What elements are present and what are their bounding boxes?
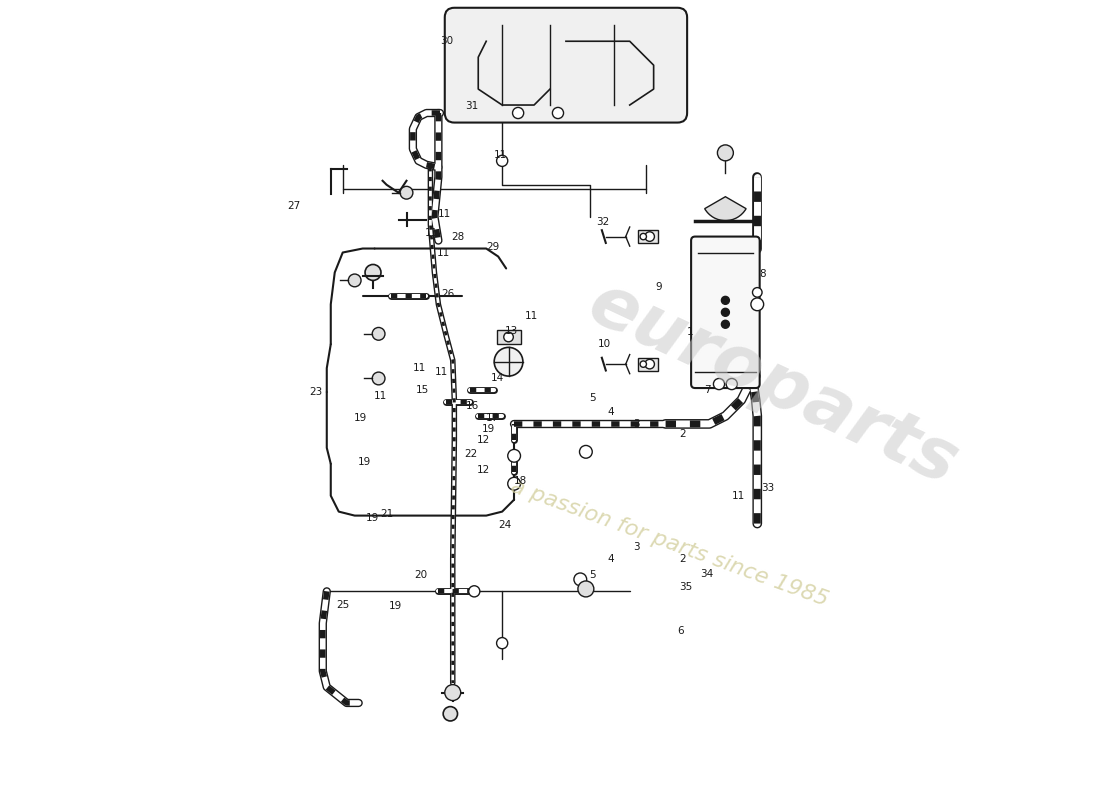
Text: 15: 15 xyxy=(416,386,429,395)
Circle shape xyxy=(640,234,647,240)
Text: 11: 11 xyxy=(414,363,427,373)
Text: 4: 4 xyxy=(607,407,614,417)
Circle shape xyxy=(443,706,458,721)
Text: 19: 19 xyxy=(358,457,371,467)
Text: 29: 29 xyxy=(486,242,499,252)
Text: europarts: europarts xyxy=(578,269,969,500)
Text: 17: 17 xyxy=(486,413,499,422)
Text: 22: 22 xyxy=(464,450,477,459)
Text: 10: 10 xyxy=(597,339,611,349)
Text: 28: 28 xyxy=(451,231,464,242)
Text: 11: 11 xyxy=(425,227,439,238)
Circle shape xyxy=(640,361,647,367)
Text: 9: 9 xyxy=(654,282,661,292)
Circle shape xyxy=(645,232,654,242)
Circle shape xyxy=(496,155,508,166)
FancyBboxPatch shape xyxy=(638,358,658,370)
Text: 1: 1 xyxy=(686,327,693,338)
Text: 25: 25 xyxy=(337,600,350,610)
Circle shape xyxy=(349,274,361,286)
Text: 5: 5 xyxy=(588,394,595,403)
Circle shape xyxy=(645,359,654,369)
Circle shape xyxy=(372,327,385,340)
Circle shape xyxy=(508,478,520,490)
Text: 33: 33 xyxy=(761,482,774,493)
Text: 3: 3 xyxy=(632,419,639,429)
Circle shape xyxy=(372,372,385,385)
Text: 23: 23 xyxy=(309,387,322,397)
Text: 34: 34 xyxy=(700,569,713,578)
Text: 11: 11 xyxy=(434,367,448,377)
Circle shape xyxy=(365,265,381,281)
Circle shape xyxy=(504,332,514,342)
Text: 19: 19 xyxy=(389,601,403,610)
Circle shape xyxy=(714,378,725,390)
FancyBboxPatch shape xyxy=(691,237,760,388)
FancyBboxPatch shape xyxy=(496,330,520,344)
Circle shape xyxy=(726,378,737,390)
Text: 11: 11 xyxy=(437,247,450,258)
Circle shape xyxy=(722,296,729,304)
Text: 32: 32 xyxy=(596,218,609,227)
Text: 2: 2 xyxy=(679,430,685,439)
FancyBboxPatch shape xyxy=(444,8,688,122)
Text: 14: 14 xyxy=(491,373,504,382)
Text: 11: 11 xyxy=(525,311,538,322)
Circle shape xyxy=(508,450,520,462)
Text: 19: 19 xyxy=(353,414,366,423)
Text: 16: 16 xyxy=(466,402,480,411)
Text: 21: 21 xyxy=(381,509,394,519)
Circle shape xyxy=(496,638,508,649)
Text: 12: 12 xyxy=(477,465,491,475)
Text: 30: 30 xyxy=(440,36,453,46)
Circle shape xyxy=(400,186,412,199)
Text: 3: 3 xyxy=(632,542,639,553)
Text: 27: 27 xyxy=(287,202,300,211)
Text: 31: 31 xyxy=(464,101,477,111)
Text: a passion for parts since 1985: a passion for parts since 1985 xyxy=(508,477,830,610)
Circle shape xyxy=(578,581,594,597)
Text: 19: 19 xyxy=(365,513,378,523)
Text: 20: 20 xyxy=(415,570,428,580)
Circle shape xyxy=(752,287,762,297)
Text: 5: 5 xyxy=(588,570,595,580)
Text: 11: 11 xyxy=(373,391,386,401)
Text: 11: 11 xyxy=(438,210,451,219)
Text: 6: 6 xyxy=(678,626,684,636)
Circle shape xyxy=(552,107,563,118)
Text: 11: 11 xyxy=(733,490,746,501)
Text: 12: 12 xyxy=(477,435,491,445)
Text: 19: 19 xyxy=(482,424,495,434)
Text: 2: 2 xyxy=(679,554,685,565)
Text: 4: 4 xyxy=(607,554,614,565)
Circle shape xyxy=(722,308,729,316)
Text: 11: 11 xyxy=(494,150,507,160)
Text: 26: 26 xyxy=(441,289,454,299)
Circle shape xyxy=(444,685,461,701)
Text: 13: 13 xyxy=(505,326,518,336)
Wedge shape xyxy=(705,197,746,221)
Text: 7: 7 xyxy=(704,386,711,395)
FancyBboxPatch shape xyxy=(638,230,658,243)
Circle shape xyxy=(717,145,734,161)
Text: 24: 24 xyxy=(498,520,512,530)
Circle shape xyxy=(751,298,763,310)
Circle shape xyxy=(574,573,586,586)
Circle shape xyxy=(513,107,524,118)
Text: 35: 35 xyxy=(679,582,692,592)
Circle shape xyxy=(580,446,592,458)
Text: 18: 18 xyxy=(514,476,527,486)
Circle shape xyxy=(494,347,522,376)
Circle shape xyxy=(722,320,729,328)
Text: 8: 8 xyxy=(760,269,767,279)
Circle shape xyxy=(469,586,480,597)
